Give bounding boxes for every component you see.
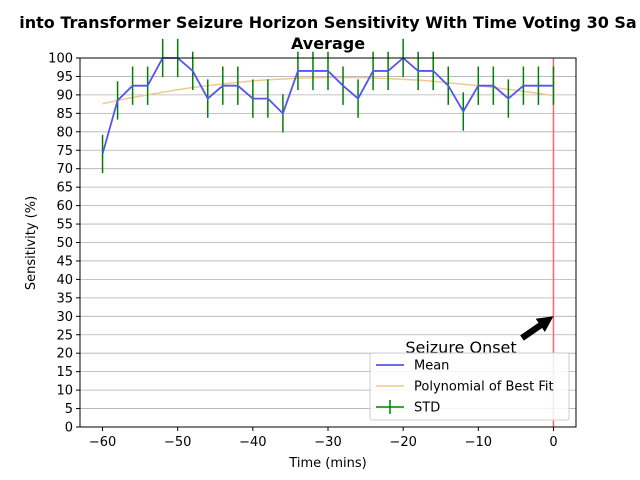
chart-title-line-1: into Transformer Seizure Horizon Sensiti… [19,13,636,32]
y-ticks: 0 5 10 15 20 25 30 35 40 45 50 55 60 65 70 75 80 85 90 95 10… [48,52,80,436]
x-ticks: −60 −50 −40 −30 −20 −10 0 [89,427,558,450]
y-tick-label: 80 [56,125,73,140]
y-tick-label: 50 [56,236,73,251]
y-tick-label: 5 [65,402,73,417]
y-tick-label: 20 [56,347,73,362]
y-tick-label: 90 [56,88,73,103]
chart-title-line-2: Average [291,34,365,53]
y-tick-label: 75 [56,144,73,159]
y-tick-label: 85 [56,107,73,122]
y-tick-label: 35 [56,291,73,306]
x-tick-label: −30 [314,435,341,450]
grid-lines [80,57,576,428]
x-tick-label: −50 [164,435,191,450]
y-tick-label: 100 [48,52,73,67]
y-tick-label: 45 [56,254,73,269]
legend-box [369,352,570,421]
x-tick-label: −20 [389,435,416,450]
x-tick-label: −60 [89,435,116,450]
series-group [101,38,555,174]
legend-label: Polynomial of Best Fit [414,380,554,395]
y-tick-label: 60 [56,199,73,214]
legend-label: STD [414,401,440,416]
y-tick-label: 15 [56,365,73,380]
x-axis-label: Time (mins) [288,456,366,471]
y-tick-label: 30 [56,310,73,325]
y-tick-label: 95 [56,70,73,85]
y-tick-label: 55 [56,218,73,233]
legend: Mean Polynomial of Best Fit STD [369,352,570,421]
legend-label: Mean [414,359,449,374]
x-tick-label: 0 [549,435,557,450]
y-axis-label: Sensitivity (%) [24,196,39,290]
annotation-text: Seizure Onset [405,338,516,357]
x-tick-label: −40 [239,435,266,450]
seizure-onset-annotation: Seizure Onset [405,316,554,357]
y-tick-label: 0 [65,421,73,436]
y-tick-label: 65 [56,181,73,196]
x-tick-label: −10 [465,435,492,450]
y-tick-label: 25 [56,328,73,343]
y-tick-label: 10 [56,384,73,399]
annotation-arrow [520,316,554,341]
y-tick-label: 40 [56,273,73,288]
y-tick-label: 70 [56,162,73,177]
